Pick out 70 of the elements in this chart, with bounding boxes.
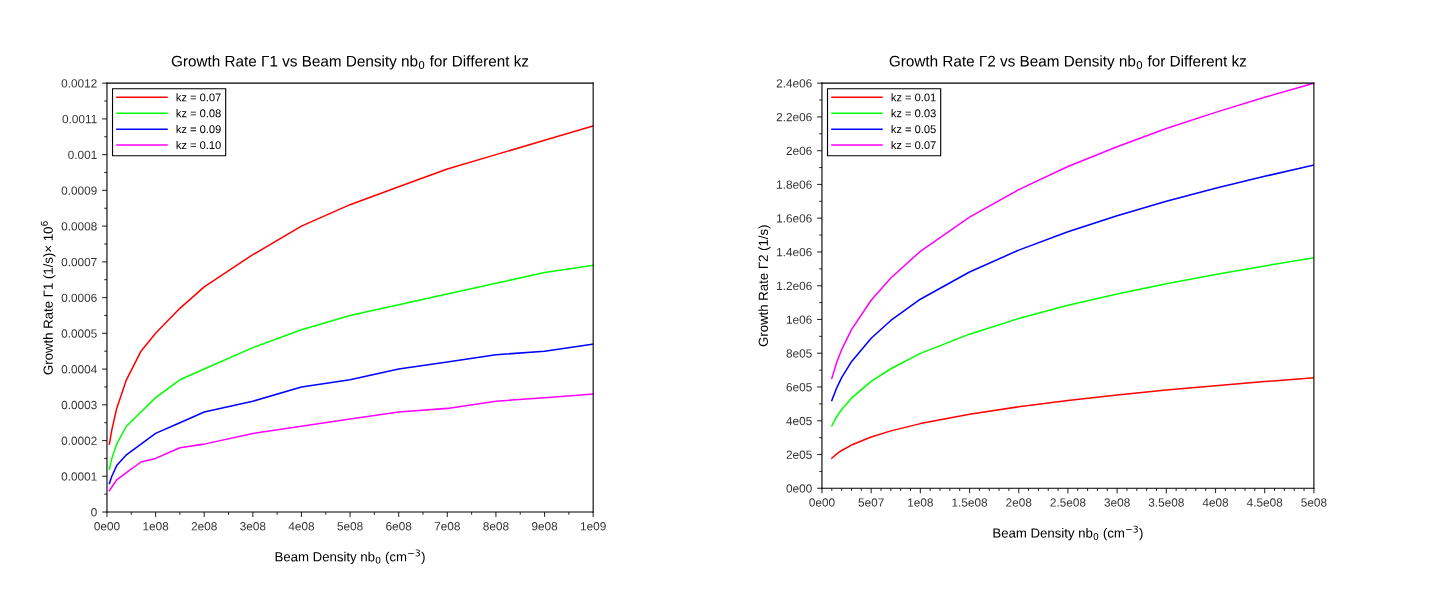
y-tick-label: 2.2e06 — [776, 112, 812, 122]
y-tick-label: 2e05 — [786, 450, 812, 459]
chart-title: Growth Rate Γ2 vs Beam Density nb$_{0}$ for Different kz — [889, 55, 1247, 70]
legend-label: kz = 0.08 — [176, 109, 221, 118]
y-tick-label: 0.0001 — [61, 472, 97, 481]
x-tick-label: 2e08 — [1006, 498, 1032, 507]
x-tick-label: 3e08 — [1104, 498, 1130, 507]
y-tick-label: 0.001 — [68, 150, 97, 160]
y-axis-title: Growth Rate Γ2 (1/s) — [758, 225, 771, 347]
line-series — [831, 164, 1314, 402]
x-axis-title: Beam Density nb$_{0}$ (cm$^{−3}$) — [993, 525, 1143, 541]
legend-label: kz = 0.01 — [891, 93, 936, 102]
x-tick-label: 8e08 — [483, 522, 509, 531]
line-series — [108, 393, 594, 492]
line-series — [108, 343, 594, 485]
x-tick-label: 4.5e08 — [1246, 498, 1283, 507]
legend-label: kz = 0.09 — [176, 124, 221, 134]
legend-label: kz = 0.05 — [891, 124, 936, 134]
y-tick-label: 0.0011 — [62, 114, 97, 124]
line-series — [831, 376, 1314, 459]
legend-label: kz = 0.07 — [176, 93, 221, 102]
y-tick-label: 0.0009 — [61, 186, 97, 195]
x-tick-label: 5e07 — [858, 498, 884, 507]
y-tick-label: 2.4e06 — [776, 79, 812, 88]
x-tick-label: 4e08 — [288, 522, 315, 531]
x-tick-label: 1e09 — [580, 522, 606, 531]
x-tick-label: 0e00 — [809, 498, 835, 507]
x-tick-label: 6e08 — [386, 522, 412, 531]
x-tick-label: 5e08 — [1301, 498, 1327, 507]
legend-label: kz = 0.07 — [891, 140, 936, 150]
y-tick-label: 0.0006 — [61, 293, 97, 302]
y-tick-label: 1.8e06 — [777, 180, 812, 189]
y-tick-label: 2e06 — [786, 146, 812, 156]
y-tick-label: 8e05 — [786, 349, 812, 358]
y-tick-label: 0e00 — [786, 484, 812, 493]
y-tick-label: 6e05 — [786, 383, 812, 392]
x-tick-label: 1e08 — [908, 498, 933, 507]
legend-label: kz = 0.03 — [891, 109, 936, 118]
x-tick-label: 1e08 — [143, 522, 169, 531]
y-tick-label: 4e05 — [786, 416, 812, 426]
line-series — [108, 264, 594, 470]
y-tick-label: 1.4e06 — [777, 247, 812, 257]
y-tick-label: 0.0005 — [61, 329, 97, 338]
x-tick-label: 9e08 — [531, 522, 558, 531]
y-tick-label: 1.2e06 — [777, 281, 812, 291]
y-tick-label: 0.0004 — [61, 365, 97, 374]
x-tick-label: 2e08 — [191, 522, 217, 531]
legend-label: kz = 0.10 — [176, 140, 221, 150]
x-tick-label: 0e00 — [94, 522, 120, 531]
x-axis-title: Beam Density nb$_{0}$ (cm$^{−3}$) — [275, 549, 425, 565]
y-tick-label: 0.0008 — [61, 222, 97, 231]
y-axis-title: Growth Rate Γ1 (1/s)× 10$^{6}$ — [40, 221, 56, 375]
y-tick-label: 0 — [91, 508, 97, 517]
x-tick-label: 1.5e08 — [952, 498, 988, 507]
y-tick-label: 0.0007 — [61, 257, 97, 267]
x-tick-label: 2.5e08 — [1050, 498, 1086, 507]
y-tick-label: 1e06 — [786, 315, 812, 324]
chart-title: Growth Rate Γ1 vs Beam Density nb$_{0}$ for Different kz — [171, 55, 529, 70]
x-tick-label: 5e08 — [337, 522, 363, 531]
y-tick-label: 1.6e06 — [777, 214, 812, 223]
y-tick-label: 0.0012 — [61, 79, 97, 88]
x-tick-label: 3e08 — [240, 522, 266, 531]
y-tick-label: 0.0003 — [61, 400, 97, 410]
x-tick-label: 4e08 — [1202, 498, 1229, 507]
x-tick-label: 7e08 — [434, 522, 460, 531]
y-tick-label: 0.0002 — [61, 436, 97, 445]
line-series — [831, 83, 1314, 380]
line-series — [831, 257, 1314, 427]
x-tick-label: 3.5e08 — [1148, 498, 1184, 507]
line-series — [108, 125, 594, 445]
